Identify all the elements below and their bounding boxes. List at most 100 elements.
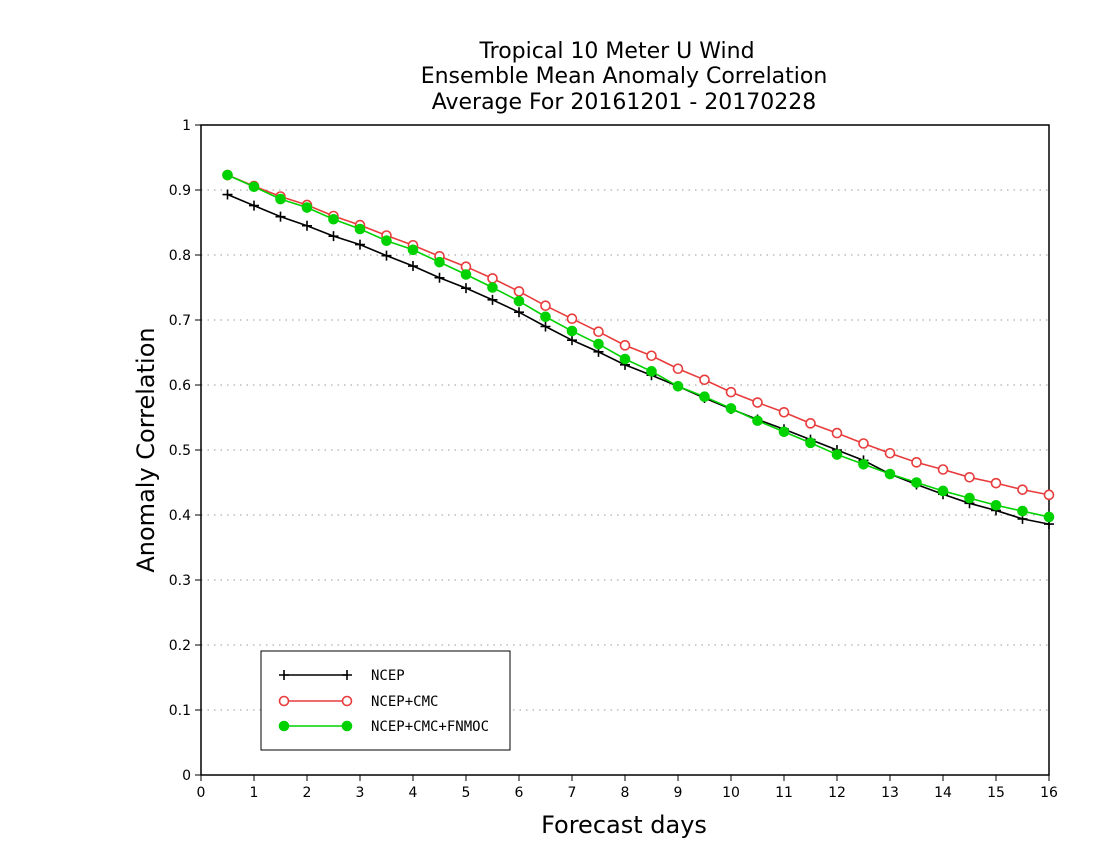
- data-point: [778, 406, 790, 418]
- data-point: [222, 189, 233, 200]
- data-point: [434, 272, 445, 283]
- legend-marker: [341, 720, 353, 732]
- data-point: [593, 326, 604, 338]
- data-point: [884, 447, 896, 459]
- data-point: [699, 391, 710, 403]
- data-point: [355, 239, 365, 250]
- data-point: [964, 471, 975, 483]
- chart-title-line-2: Ensemble Mean Anomaly Correlation: [421, 64, 828, 89]
- data-point: [222, 169, 233, 181]
- y-tick-label: 0.4: [169, 508, 191, 524]
- x-tick-label: 3: [356, 785, 365, 801]
- data-point: [752, 397, 763, 408]
- data-point: [778, 426, 790, 438]
- data-point: [514, 307, 524, 318]
- y-tick-label: 0.6: [169, 378, 191, 394]
- x-tick-label: 13: [881, 785, 899, 801]
- chart-title: Tropical 10 Meter U Wind Ensemble Mean A…: [421, 39, 828, 115]
- data-point: [460, 269, 472, 280]
- series-ncep-cmc-fnmoc: [222, 169, 1055, 523]
- data-point: [911, 457, 922, 468]
- x-tick-label: 4: [409, 785, 418, 801]
- data-point: [884, 468, 896, 480]
- data-point: [752, 415, 763, 427]
- data-point: [672, 363, 684, 375]
- data-point: [646, 366, 657, 377]
- y-axis-label: Anomaly Correlation: [132, 327, 160, 572]
- x-tick-label: 14: [934, 785, 952, 801]
- data-point: [990, 499, 1002, 511]
- data-point: [487, 294, 498, 305]
- y-tick-label: 0.7: [169, 313, 191, 329]
- x-tick-label: 11: [775, 785, 793, 801]
- legend-marker: [279, 670, 289, 680]
- y-tick-label: 0.9: [169, 183, 191, 199]
- data-point: [990, 477, 1002, 489]
- data-point: [381, 235, 392, 246]
- series-line: [227, 193, 1050, 525]
- legend-entry: NCEP+CMC+FNMOC: [278, 719, 489, 735]
- legend-marker: [342, 670, 352, 680]
- data-point: [566, 313, 578, 325]
- x-axis-label: Forecast days: [541, 811, 707, 839]
- legend-marker: [278, 695, 290, 707]
- x-axis: 0 1 2 3 4 5 6 7 8 9 10 11 12 13 14 15 16: [197, 775, 1058, 801]
- series-ncep: [222, 189, 1054, 530]
- legend-box: [260, 650, 511, 751]
- x-tick-label: 9: [674, 785, 683, 801]
- y-tick-label: 1: [182, 118, 191, 134]
- data-point: [937, 464, 949, 475]
- x-tick-label: 5: [462, 785, 471, 801]
- data-point: [540, 300, 551, 312]
- chart-title-line-1: Tropical 10 Meter U Wind: [478, 39, 754, 64]
- series-line: [227, 174, 1050, 496]
- y-tick-label: 0.3: [169, 573, 191, 589]
- data-point: [487, 273, 498, 284]
- x-tick-label: 12: [828, 785, 846, 801]
- y-tick-label: 0: [182, 768, 191, 784]
- grid-lines: [201, 189, 1049, 711]
- series-ncep-cmc: [222, 169, 1055, 501]
- legend-entry: NCEP: [279, 668, 405, 684]
- data-point: [487, 282, 498, 293]
- chart-title-line-3: Average For 20161201 - 20170228: [432, 90, 817, 115]
- data-point: [858, 438, 869, 449]
- data-point: [381, 250, 392, 261]
- data-point: [302, 220, 312, 231]
- series-layer: [222, 169, 1055, 530]
- y-tick-label: 0.2: [169, 638, 191, 654]
- data-point: [1043, 511, 1055, 523]
- data-point: [672, 381, 684, 392]
- y-axis: 0 0.1 0.2 0.3 0.4 0.5 0.6 0.7 0.8 0.9 1: [169, 118, 201, 784]
- data-point: [646, 350, 657, 362]
- x-tick-label: 6: [515, 785, 524, 801]
- x-tick-label: 0: [197, 785, 206, 801]
- x-tick-label: 7: [568, 785, 577, 801]
- data-point: [434, 256, 445, 268]
- y-tick-label: 0.5: [169, 443, 191, 459]
- data-point: [725, 386, 737, 398]
- data-point: [619, 340, 631, 351]
- data-point: [567, 335, 577, 346]
- data-point: [831, 449, 843, 460]
- data-point: [540, 321, 551, 332]
- x-tick-label: 8: [621, 785, 630, 801]
- y-tick-label: 0.1: [169, 703, 191, 719]
- data-point: [831, 427, 843, 439]
- data-point: [328, 213, 339, 225]
- data-point: [249, 200, 259, 211]
- legend-label: NCEP: [371, 668, 405, 684]
- legend: NCEP NCEP+CMC NCEP+CMC+FNMOC: [260, 650, 511, 751]
- data-point: [937, 485, 949, 497]
- x-tick-label: 16: [1040, 785, 1058, 801]
- legend-marker: [341, 695, 353, 707]
- data-point: [513, 286, 525, 297]
- x-tick-label: 2: [303, 785, 312, 801]
- data-point: [275, 193, 286, 205]
- y-tick-label: 0.8: [169, 248, 191, 264]
- data-point: [1017, 505, 1028, 517]
- data-point: [964, 492, 975, 504]
- data-point: [858, 459, 869, 470]
